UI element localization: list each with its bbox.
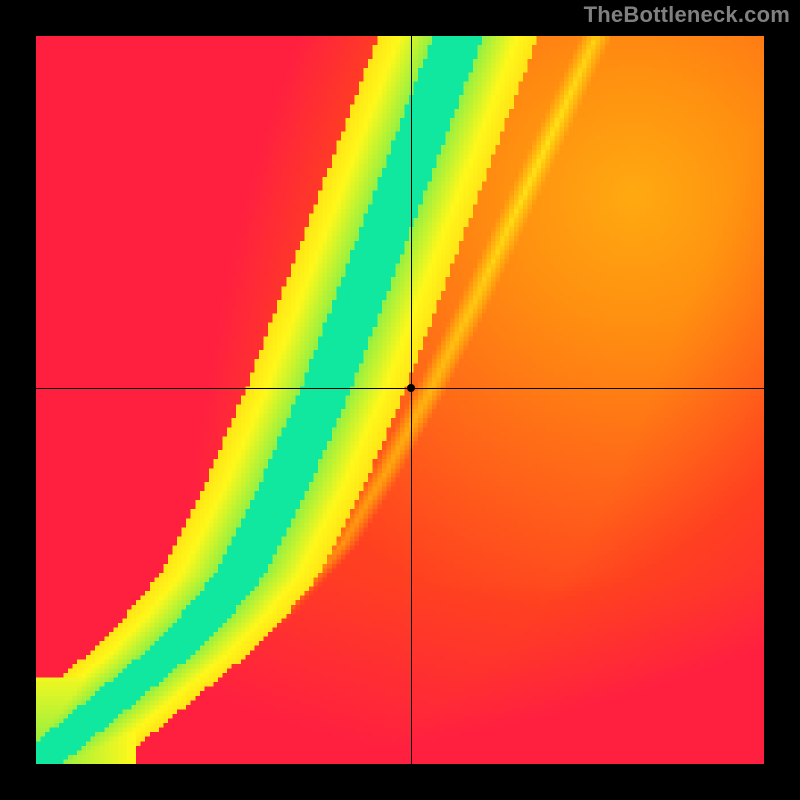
- crosshair-marker: [407, 384, 415, 392]
- watermark-text: TheBottleneck.com: [584, 2, 790, 28]
- crosshair-horizontal: [36, 388, 764, 389]
- heatmap-canvas: [36, 36, 764, 764]
- chart-container: TheBottleneck.com: [0, 0, 800, 800]
- heatmap-plot: [36, 36, 764, 764]
- crosshair-vertical: [411, 36, 412, 764]
